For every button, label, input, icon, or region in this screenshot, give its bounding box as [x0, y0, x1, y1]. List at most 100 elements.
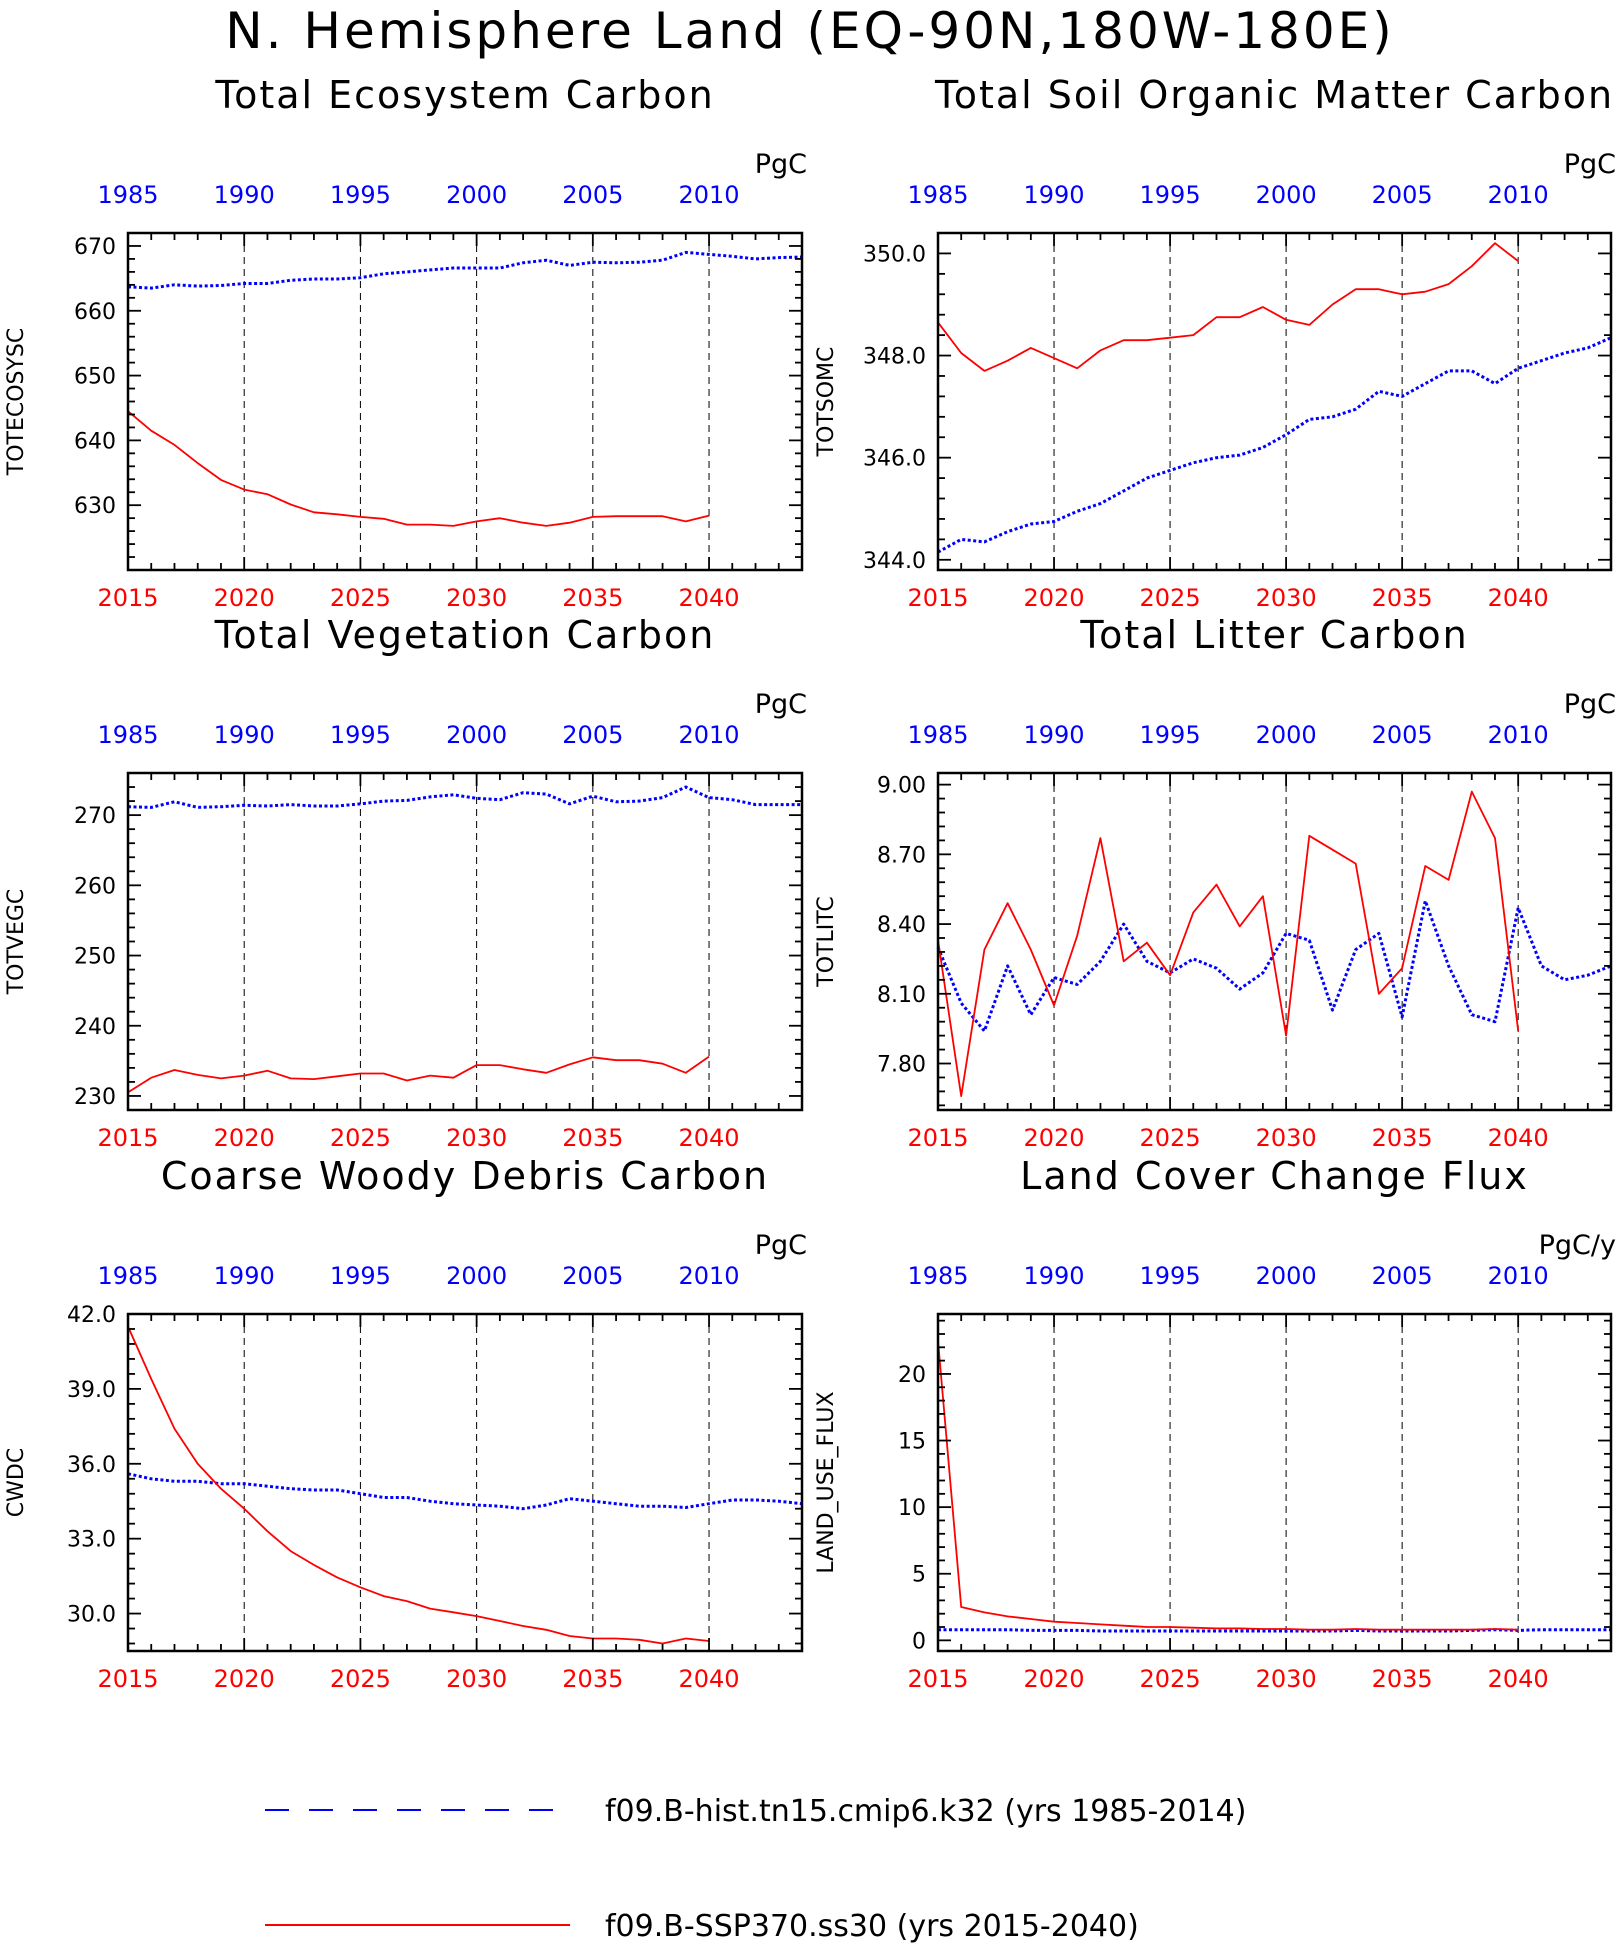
- x-top-tick-label: 1985: [97, 721, 158, 749]
- x-top-tick-label: 2010: [678, 721, 739, 749]
- series-ssp-line: [937, 790, 1520, 1097]
- y-tick-label: 630: [74, 494, 116, 519]
- y-tick-label: 348.0: [863, 345, 926, 370]
- legend: f09.B-hist.tn15.cmip6.k32 (yrs 1985-2014…: [265, 1794, 1246, 1944]
- x-top-tick-label: 2005: [1372, 1262, 1433, 1290]
- x-bottom-tick-label: 2035: [1372, 584, 1433, 612]
- x-top-tick-label: 1990: [1023, 181, 1084, 209]
- panel-1: Total Ecosystem Carbon PgC 2015 2020 2025 203…: [4, 73, 807, 612]
- y-axis-label: TOTLITC: [814, 896, 839, 987]
- x-top-tick-label: 1990: [214, 721, 275, 749]
- x-top-tick-label: 1995: [330, 721, 391, 749]
- panel-title: Total Litter Carbon: [1079, 613, 1468, 657]
- x-bottom-tick-label: 2030: [1256, 584, 1317, 612]
- plot-frame: [936, 231, 1613, 572]
- y-tick-label: 9.00: [877, 774, 926, 799]
- x-bottom-tick-label: 2025: [330, 584, 391, 612]
- x-bottom-tick-label: 2015: [907, 1665, 968, 1693]
- series-hist-line: [127, 785, 802, 809]
- series-ssp-line: [937, 242, 1519, 372]
- x-bottom-tick-label: 2020: [214, 1124, 275, 1152]
- y-tick-label: 8.40: [877, 913, 926, 938]
- x-bottom-tick-label: 2040: [678, 584, 739, 612]
- y-tick-label: 33.0: [67, 1528, 116, 1553]
- x-bottom-tick-label: 2035: [1372, 1124, 1433, 1152]
- units-label: PgC: [755, 689, 807, 720]
- y-axis-label: TOTVEGC: [4, 889, 29, 996]
- x-bottom-tick-label: 2035: [562, 1665, 623, 1693]
- panel-title: Coarse Woody Debris Carbon: [161, 1154, 769, 1198]
- series-hist-line: [937, 336, 1612, 554]
- x-bottom-tick-label: 2030: [446, 1665, 507, 1693]
- y-tick-label: 42.0: [67, 1303, 116, 1328]
- y-tick-label: 250: [74, 945, 116, 970]
- x-top-tick-label: 2010: [1488, 721, 1549, 749]
- x-bottom-tick-label: 2020: [214, 1665, 275, 1693]
- x-top-tick-label: 2010: [1488, 1262, 1549, 1290]
- x-bottom-tick-label: 2030: [1256, 1124, 1317, 1152]
- y-tick-label: 8.10: [877, 983, 926, 1008]
- panel-3: Total Vegetation Carbon PgC 2015 2020 2025 20…: [4, 613, 807, 1152]
- y-tick-label: 20: [898, 1363, 926, 1388]
- series-hist-line: [938, 1628, 1611, 1633]
- y-tick-label: 36.0: [67, 1453, 116, 1478]
- x-top-tick-label: 1985: [907, 181, 968, 209]
- panel-4: Total Litter Carbon PgC 2015 2020 2025 2030 20…: [814, 613, 1616, 1152]
- x-bottom-tick-label: 2030: [1256, 1665, 1317, 1693]
- x-bottom-tick-label: 2015: [907, 584, 968, 612]
- x-top-tick-label: 2005: [562, 1262, 623, 1290]
- x-bottom-tick-label: 2015: [97, 584, 158, 612]
- units-label: PgC: [755, 149, 807, 180]
- x-top-tick-label: 1985: [907, 721, 968, 749]
- y-tick-label: 350.0: [863, 242, 926, 267]
- units-label: PgC: [1564, 689, 1616, 720]
- x-top-tick-label: 1985: [907, 1262, 968, 1290]
- panel-title: Total Vegetation Carbon: [214, 613, 716, 657]
- y-axis-label: TOTECOSYSC: [4, 328, 29, 477]
- y-tick-label: 8.70: [877, 843, 926, 868]
- x-bottom-tick-label: 2040: [678, 1665, 739, 1693]
- x-bottom-tick-label: 2020: [1023, 1665, 1084, 1693]
- y-tick-label: 30.0: [67, 1603, 116, 1628]
- x-top-tick-label: 1990: [214, 1262, 275, 1290]
- x-top-tick-label: 1995: [1140, 1262, 1201, 1290]
- x-bottom-tick-label: 2035: [1372, 1665, 1433, 1693]
- y-axis-label: CWDC: [4, 1448, 29, 1517]
- x-top-tick-label: 2000: [446, 181, 507, 209]
- x-top-tick-label: 2000: [1256, 721, 1317, 749]
- figure-title: N. Hemisphere Land (EQ-90N,180W-180E): [225, 2, 1395, 60]
- x-bottom-tick-label: 2015: [97, 1665, 158, 1693]
- x-top-tick-label: 2000: [1256, 1262, 1317, 1290]
- y-tick-label: 5: [912, 1563, 926, 1588]
- series-ssp-line: [127, 1326, 710, 1645]
- x-top-tick-label: 1990: [1023, 721, 1084, 749]
- series-hist-line: [127, 1472, 803, 1511]
- x-bottom-tick-label: 2015: [97, 1124, 158, 1152]
- series-ssp-line: [127, 410, 710, 527]
- plot-frame: [936, 771, 1613, 1112]
- panel-5: Coarse Woody Debris Carbon PgC 2015 2020 202…: [4, 1154, 807, 1693]
- x-bottom-tick-label: 2030: [446, 584, 507, 612]
- x-bottom-tick-label: 2040: [1488, 1124, 1549, 1152]
- x-bottom-tick-label: 2020: [214, 584, 275, 612]
- plot-frame: [936, 1312, 1613, 1653]
- x-bottom-tick-label: 2020: [1023, 1124, 1084, 1152]
- x-top-tick-label: 1995: [1140, 181, 1201, 209]
- x-top-tick-label: 1990: [1023, 1262, 1084, 1290]
- x-top-tick-label: 1995: [330, 1262, 391, 1290]
- x-top-tick-label: 1985: [97, 181, 158, 209]
- y-tick-label: 10: [898, 1496, 926, 1521]
- y-tick-label: 670: [74, 235, 116, 260]
- x-bottom-tick-label: 2015: [907, 1124, 968, 1152]
- plot-frame: [126, 771, 804, 1112]
- y-tick-label: 0: [912, 1629, 926, 1654]
- x-top-tick-label: 2005: [1372, 721, 1433, 749]
- y-tick-label: 346.0: [863, 447, 926, 472]
- x-top-tick-label: 1995: [330, 181, 391, 209]
- y-tick-label: 650: [74, 365, 116, 390]
- x-top-tick-label: 1990: [214, 181, 275, 209]
- x-top-tick-label: 2010: [1488, 181, 1549, 209]
- y-tick-label: 7.80: [877, 1053, 926, 1078]
- y-axis-label: TOTSOMC: [814, 347, 839, 458]
